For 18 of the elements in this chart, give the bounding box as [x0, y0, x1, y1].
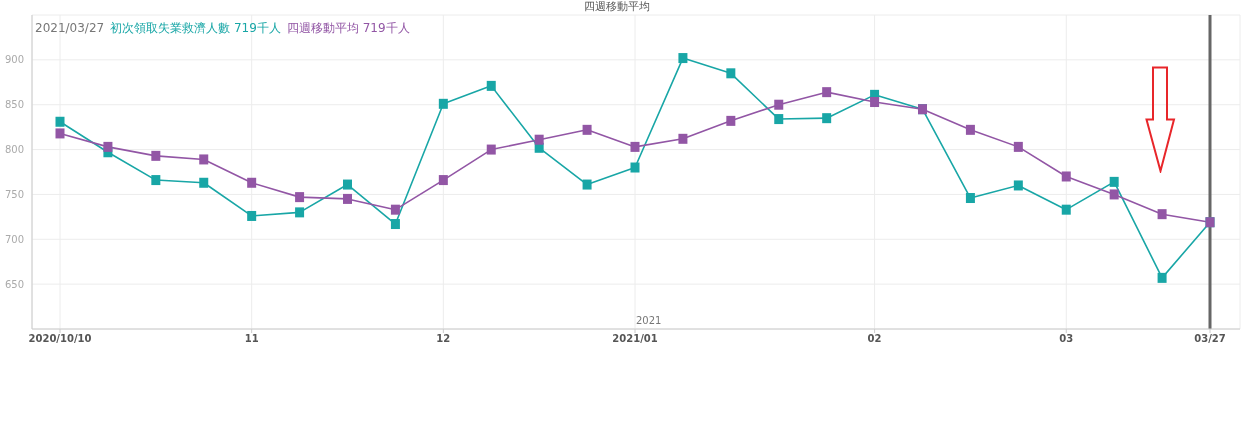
y-tick-label: 650	[4, 278, 24, 290]
x-tick-label: 12	[436, 333, 451, 345]
y-tick-label: 700	[4, 233, 24, 245]
annotation: 2021	[636, 315, 662, 326]
y-tick-label: 800	[4, 144, 24, 156]
x-tick-label: 03	[1059, 333, 1074, 345]
chart-title: 四週移動平均	[583, 0, 651, 13]
x-tick-label: 02	[867, 333, 882, 345]
x-tick-label: 2020/10/10	[28, 333, 92, 345]
text: 四週移動平均 719千人	[286, 21, 410, 36]
legend-title: 2021/03/27	[35, 21, 105, 36]
x-tick-label: 11	[244, 333, 259, 345]
y-tick-label: 850	[4, 99, 24, 111]
x-tick-label: 03/27	[1194, 333, 1226, 345]
text: 初次領取失業救濟人數 719千人	[110, 21, 281, 36]
y-tick-label: 750	[4, 188, 24, 200]
y-tick-label: 900	[4, 54, 24, 66]
x-tick-label: 2021/01	[612, 333, 658, 345]
